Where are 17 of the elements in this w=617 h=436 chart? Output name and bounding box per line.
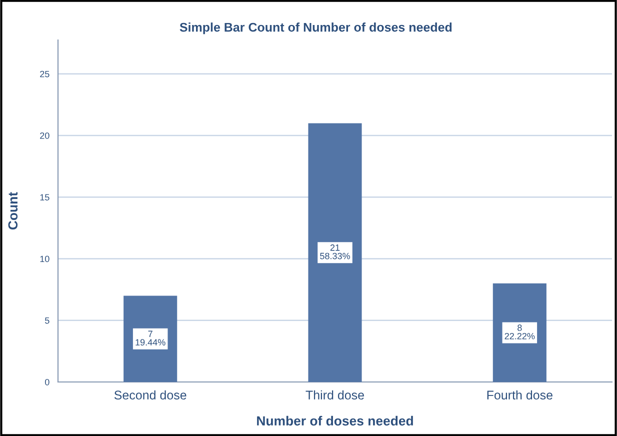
x-tick-label: Second dose	[114, 390, 186, 400]
y-tick-label: 0	[45, 378, 50, 386]
bar	[308, 123, 362, 382]
y-tick-label: 25	[40, 70, 50, 78]
chart-title: Simple Bar Count of Number of doses needed	[180, 22, 452, 34]
x-tick-label: Third dose	[306, 390, 364, 400]
data-label: 21 58.33%	[320, 244, 350, 260]
x-tick-label: Fourth dose	[487, 390, 552, 400]
bar	[492, 283, 546, 382]
y-tick-label: 20	[40, 132, 50, 139]
y-tick-label: 10	[40, 256, 50, 262]
data-label: 8 22.22%	[504, 324, 535, 340]
y-axis-title: Count	[8, 192, 18, 230]
y-tick-label: 15	[40, 194, 50, 200]
x-axis-title: Number of doses needed	[257, 416, 413, 426]
data-label: 7 19.44%	[136, 330, 166, 346]
y-tick-label: 5	[45, 317, 50, 324]
